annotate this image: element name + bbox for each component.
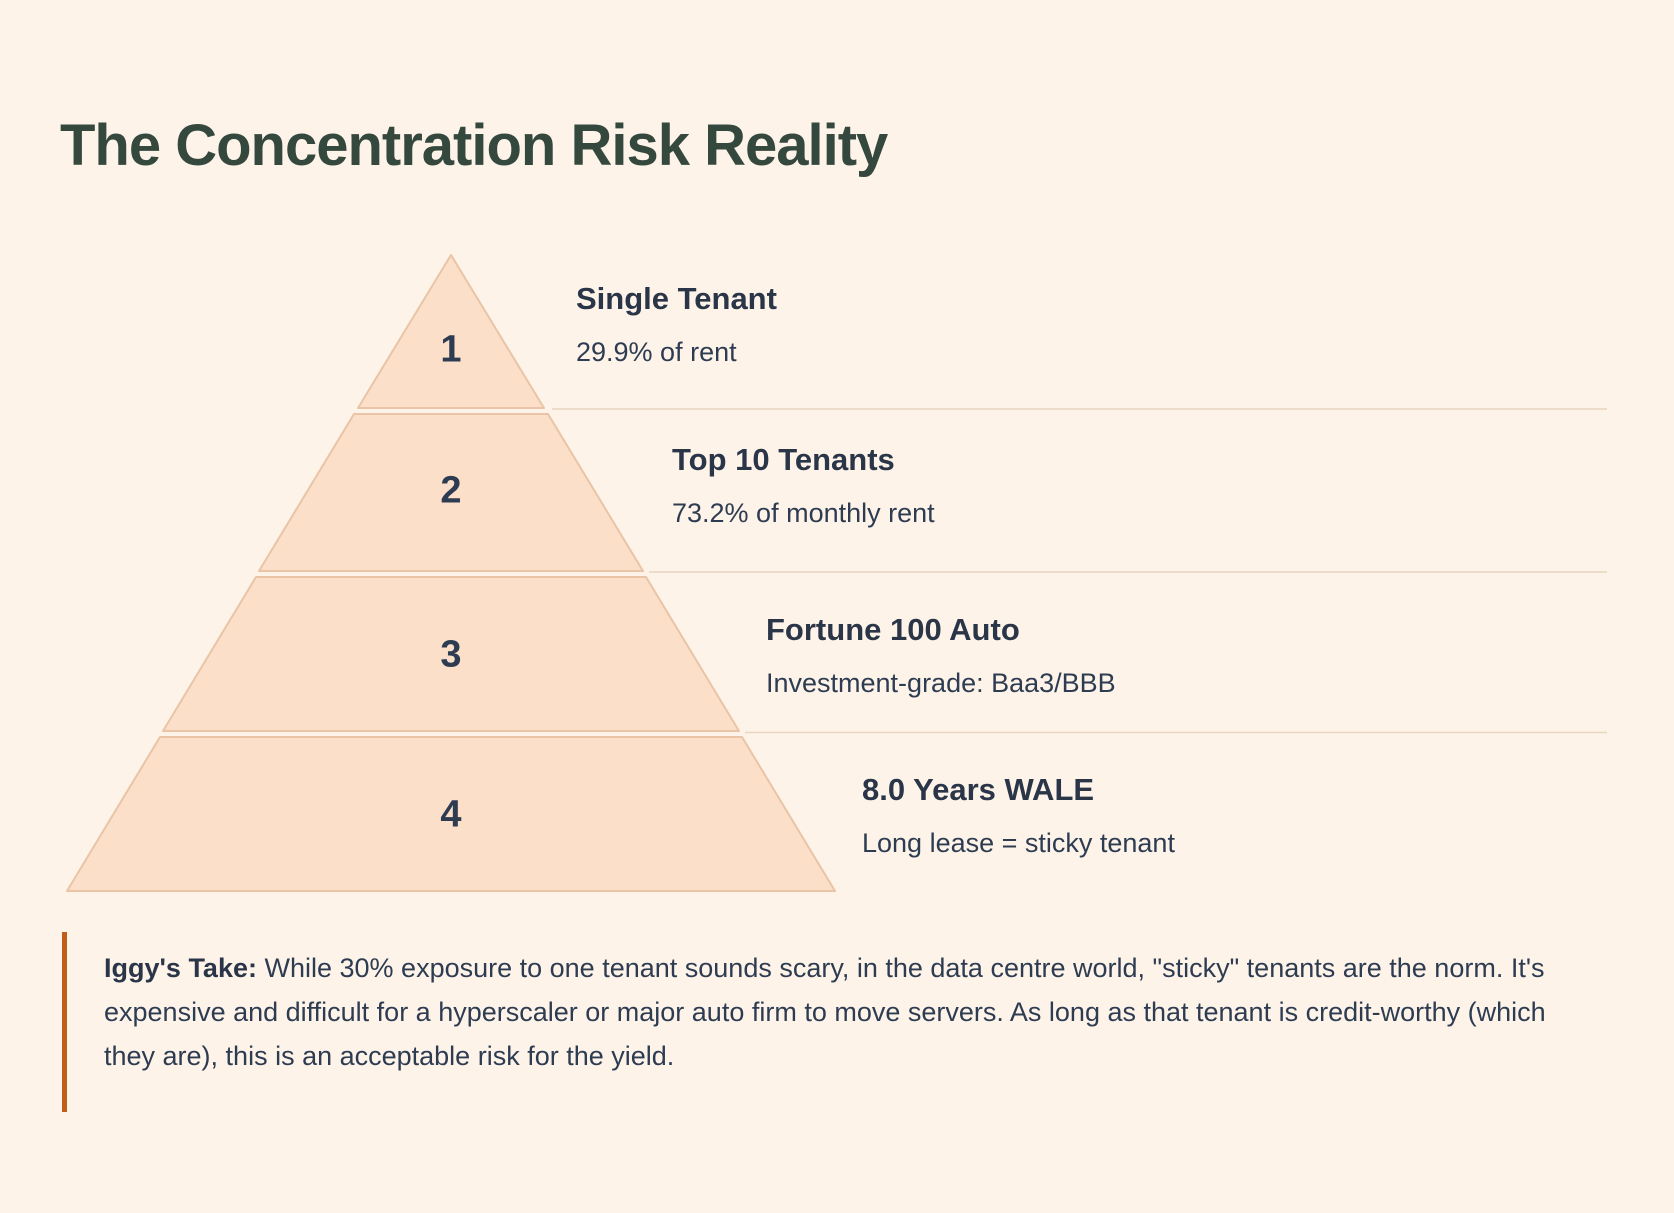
page-title: The Concentration Risk Reality [60, 113, 888, 178]
level-label: 8.0 Years WALE Long lease = sticky tenan… [862, 772, 1175, 859]
level-subtitle: Long lease = sticky tenant [862, 828, 1175, 858]
level-title: 8.0 Years WALE [862, 772, 1095, 807]
level-title: Top 10 Tenants [672, 442, 895, 477]
pyramid-level-number: 1 [440, 328, 462, 371]
pyramid-level-1-shape [357, 254, 545, 409]
pyramid-level-number: 2 [440, 469, 462, 512]
callout-text: Iggy's Take: While 30% exposure to one t… [104, 946, 1566, 1078]
callout-body: While 30% exposure to one tenant sounds … [104, 953, 1546, 1071]
level-label: Fortune 100 Auto Investment-grade: Baa3/… [766, 612, 1116, 699]
level-title: Fortune 100 Auto [766, 612, 1020, 647]
level-label: Single Tenant 29.9% of rent [576, 281, 777, 368]
level-subtitle: 73.2% of monthly rent [672, 498, 935, 528]
pyramid-level-4-shape [66, 736, 836, 892]
pyramid-level-number: 3 [440, 633, 462, 676]
level-title: Single Tenant [576, 281, 777, 316]
level-subtitle: Investment-grade: Baa3/BBB [766, 668, 1116, 698]
level-subtitle: 29.9% of rent [576, 337, 737, 367]
level-label: Top 10 Tenants 73.2% of monthly rent [672, 442, 935, 529]
iggys-take-callout: Iggy's Take: While 30% exposure to one t… [62, 932, 1572, 1112]
pyramid-level-number: 4 [440, 793, 462, 836]
pyramid-level-3-shape [162, 576, 740, 732]
pyramid-level-2-shape [258, 413, 644, 572]
callout-label: Iggy's Take: [104, 953, 257, 983]
